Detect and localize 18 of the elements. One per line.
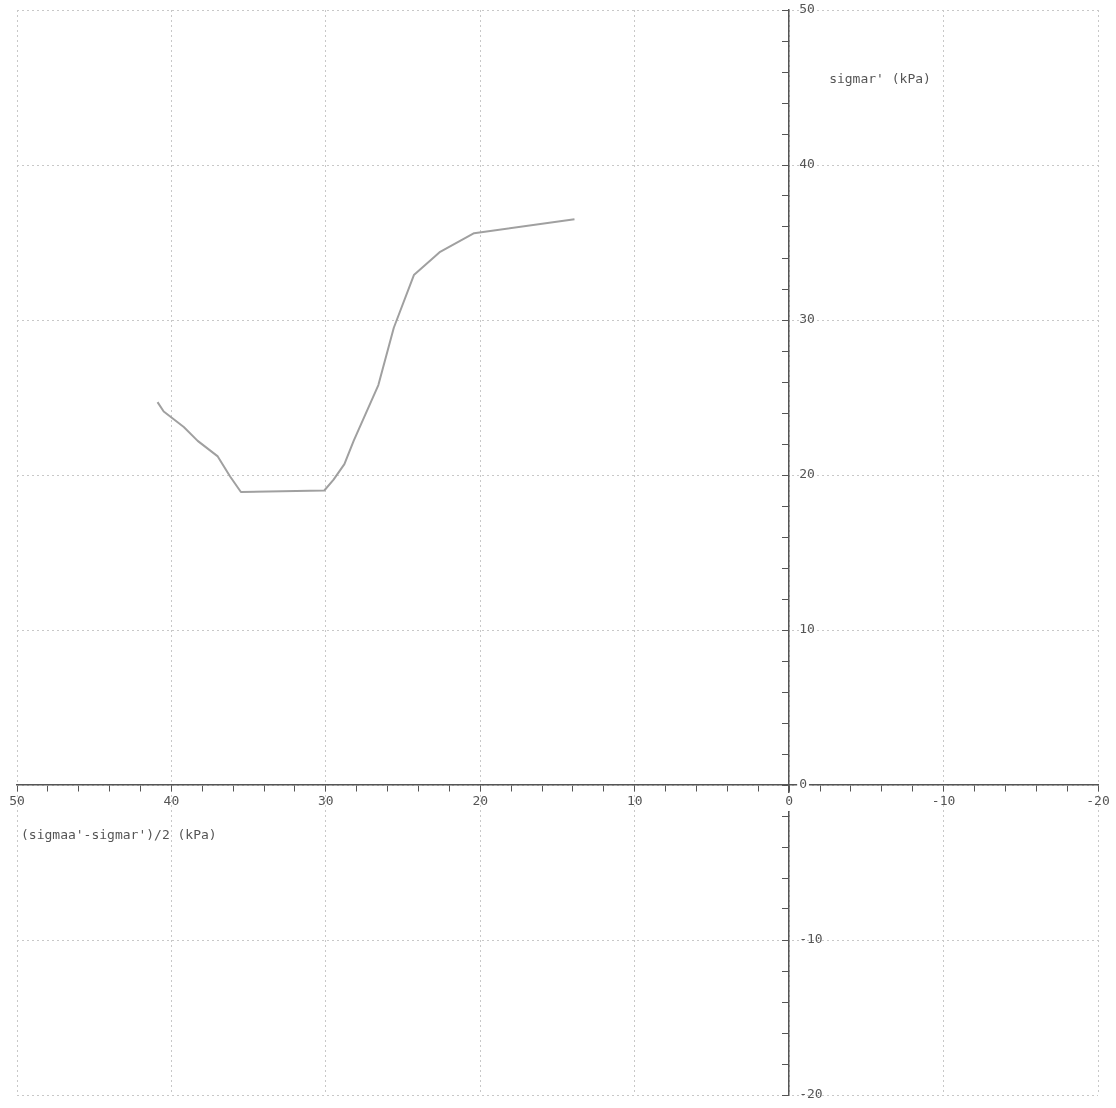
- y-tick-label: 0: [799, 776, 807, 792]
- x-tick-label: 10: [626, 792, 643, 808]
- x-axis-title: (sigmaa'-sigmar')/2 (kPa): [21, 826, 217, 842]
- x-tick-label: -20: [1086, 792, 1110, 808]
- x-tick-label: 40: [163, 792, 180, 808]
- y-tick-label: 50: [799, 1, 815, 17]
- x-tick-label: 20: [472, 792, 489, 808]
- x-tick-label: -10: [931, 792, 956, 808]
- y-tick-label: 20: [799, 466, 815, 482]
- y-axis-title: sigmar' (kPa): [829, 71, 931, 87]
- y-tick-label: 10: [799, 621, 815, 637]
- y-tick-label: -10: [799, 931, 823, 947]
- y-tick-label: 40: [799, 156, 815, 172]
- x-tick-label: 0: [785, 792, 794, 808]
- x-tick-label: 30: [318, 792, 334, 808]
- y-tick-label: -20: [799, 1086, 823, 1102]
- y-tick-label: 30: [799, 311, 815, 327]
- x-tick-label: 50: [9, 792, 25, 808]
